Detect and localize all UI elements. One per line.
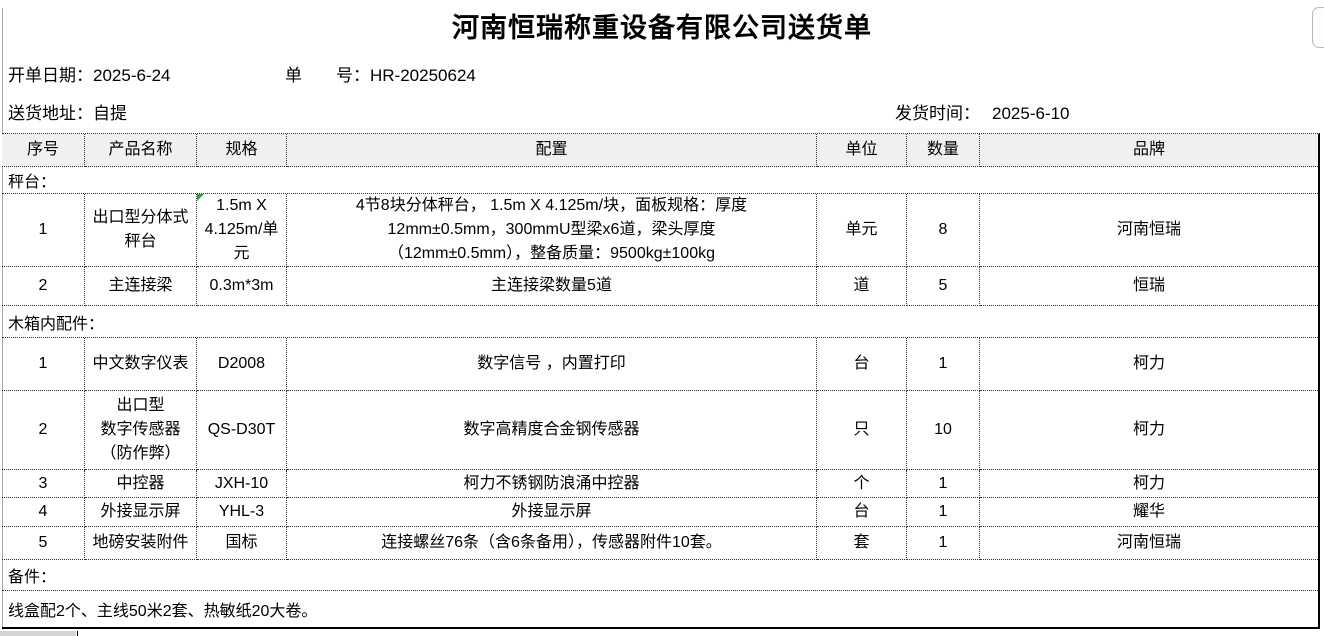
cell-config[interactable]: 柯力不锈钢防浪涌中控器 bbox=[287, 470, 817, 498]
delivery-address-label: 送货地址： bbox=[8, 104, 93, 123]
cell-brand[interactable]: 柯力 bbox=[980, 391, 1318, 470]
ship-time-value: 2025-6-10 bbox=[992, 104, 1070, 123]
table-row: 1 中文数字仪表 D2008 数字信号 ，内置打印 台 1 柯力 bbox=[2, 338, 1318, 391]
cell-no[interactable]: 1 bbox=[2, 194, 85, 267]
cell-no[interactable]: 3 bbox=[2, 470, 85, 498]
order-date-field[interactable]: 开单日期：2025-6-24 bbox=[8, 61, 171, 86]
cell-name[interactable]: 中文数字仪表 bbox=[85, 338, 197, 391]
cell-no[interactable]: 2 bbox=[2, 391, 85, 470]
sheet-left-gridline bbox=[2, 8, 3, 630]
cell-config[interactable]: 4节8块分体秤台， 1.5m X 4.125m/块，面板规格：厚度 12mm±0… bbox=[287, 194, 817, 267]
delivery-info-row: 送货地址：自提 发货时间： 2025-6-10 bbox=[0, 99, 1324, 123]
cutoff-next-row bbox=[0, 631, 1324, 636]
table-row: 5 地磅安装附件 国标 连接螺丝76条（含6条备用），传感器附件10套。 套 1… bbox=[2, 527, 1318, 560]
section-row-platform[interactable]: 秤台： bbox=[2, 167, 1318, 194]
cell-no[interactable]: 2 bbox=[2, 266, 85, 306]
cell-config[interactable]: 数字信号 ，内置打印 bbox=[287, 338, 817, 391]
cell-name[interactable]: 中控器 bbox=[85, 470, 197, 498]
cell-qty[interactable]: 5 bbox=[907, 266, 980, 306]
cell-qty[interactable]: 8 bbox=[907, 194, 980, 267]
cell-no[interactable]: 4 bbox=[2, 498, 85, 527]
cell-spec[interactable]: 0.3m*3m bbox=[197, 266, 287, 306]
cell-config[interactable]: 连接螺丝76条（含6条备用），传感器附件10套。 bbox=[287, 527, 817, 560]
table-row: 2 主连接梁 0.3m*3m 主连接梁数量5道 道 5 恒瑞 bbox=[2, 266, 1318, 306]
cell-name[interactable]: 出口型 数字传感器 （防作弊） bbox=[85, 391, 197, 470]
col-header-brand[interactable]: 品牌 bbox=[980, 134, 1318, 167]
col-header-qty[interactable]: 数量 bbox=[907, 134, 980, 167]
cell-spec[interactable]: QS-D30T bbox=[197, 391, 287, 470]
cell-unit[interactable]: 道 bbox=[817, 266, 907, 306]
cell-unit[interactable]: 套 bbox=[817, 527, 907, 560]
cell-brand[interactable]: 柯力 bbox=[980, 470, 1318, 498]
cutoff-gridline bbox=[77, 631, 78, 636]
col-header-name[interactable]: 产品名称 bbox=[85, 134, 197, 167]
col-header-config[interactable]: 配置 bbox=[287, 134, 817, 167]
table-row: 3 中控器 JXH-10 柯力不锈钢防浪涌中控器 个 1 柯力 bbox=[2, 470, 1318, 498]
cell-spec[interactable]: 国标 bbox=[197, 527, 287, 560]
table-row: 2 出口型 数字传感器 （防作弊） QS-D30T 数字高精度合金钢传感器 只 … bbox=[2, 391, 1318, 470]
table-row: 4 外接显示屏 YHL-3 外接显示屏 台 1 耀华 bbox=[2, 498, 1318, 527]
scrollbar-thumb[interactable] bbox=[1312, 7, 1324, 48]
cell-config[interactable]: 外接显示屏 bbox=[287, 498, 817, 527]
cell-name[interactable]: 出口型分体式秤台 bbox=[85, 194, 197, 267]
table-header-row: 序号 产品名称 规格 配置 单位 数量 品牌 bbox=[2, 134, 1318, 167]
cell-spec[interactable]: 1.5m X 4.125m/单元 bbox=[197, 194, 287, 267]
cell-unit[interactable]: 单元 bbox=[817, 194, 907, 267]
order-info-row: 开单日期：2025-6-24 单 号：HR-20250624 bbox=[0, 61, 1324, 85]
order-no-field[interactable]: 单 号：HR-20250624 bbox=[285, 61, 476, 86]
cell-config[interactable]: 主连接梁数量5道 bbox=[287, 266, 817, 306]
cell-qty[interactable]: 1 bbox=[907, 527, 980, 560]
cell-spec[interactable]: YHL-3 bbox=[197, 498, 287, 527]
cell-spec[interactable]: JXH-10 bbox=[197, 470, 287, 498]
cutoff-gray-cell bbox=[0, 631, 76, 636]
delivery-address-value: 自提 bbox=[93, 104, 127, 123]
col-header-spec[interactable]: 规格 bbox=[197, 134, 287, 167]
cell-brand[interactable]: 河南恒瑞 bbox=[980, 194, 1318, 267]
page-title[interactable]: 河南恒瑞称重设备有限公司送货单 bbox=[452, 13, 872, 43]
delivery-address-field[interactable]: 送货地址：自提 bbox=[8, 99, 127, 124]
cell-brand[interactable]: 河南恒瑞 bbox=[980, 527, 1318, 560]
cell-no[interactable]: 1 bbox=[2, 338, 85, 391]
cell-brand[interactable]: 耀华 bbox=[980, 498, 1318, 527]
order-no-label: 单 号： bbox=[285, 66, 370, 85]
ship-time-label: 发货时间： bbox=[895, 104, 980, 123]
col-header-no[interactable]: 序号 bbox=[2, 134, 85, 167]
cell-unit[interactable]: 台 bbox=[817, 498, 907, 527]
section-row-spares[interactable]: 备件： bbox=[2, 560, 1318, 591]
cell-qty[interactable]: 1 bbox=[907, 498, 980, 527]
delivery-table: 序号 产品名称 规格 配置 单位 数量 品牌 秤台： 1 出口型分体式秤台 1.… bbox=[2, 133, 1320, 629]
spares-note-row[interactable]: 线盒配2个、主线50米2套、热敏纸20大卷。 bbox=[8, 603, 318, 620]
order-date-value: 2025-6-24 bbox=[93, 66, 171, 85]
ship-time-field[interactable]: 发货时间： 2025-6-10 bbox=[895, 99, 1070, 124]
cell-spec[interactable]: D2008 bbox=[197, 338, 287, 391]
cell-name[interactable]: 外接显示屏 bbox=[85, 498, 197, 527]
col-header-unit[interactable]: 单位 bbox=[817, 134, 907, 167]
cell-unit[interactable]: 台 bbox=[817, 338, 907, 391]
cell-name[interactable]: 地磅安装附件 bbox=[85, 527, 197, 560]
cell-name[interactable]: 主连接梁 bbox=[85, 266, 197, 306]
cell-config[interactable]: 数字高精度合金钢传感器 bbox=[287, 391, 817, 470]
cell-spec-text: 1.5m X 4.125m/单元 bbox=[204, 197, 279, 262]
cell-unit[interactable]: 个 bbox=[817, 470, 907, 498]
cell-error-indicator-icon bbox=[197, 194, 204, 201]
cell-brand[interactable]: 柯力 bbox=[980, 338, 1318, 391]
cell-no[interactable]: 5 bbox=[2, 527, 85, 560]
cell-unit[interactable]: 只 bbox=[817, 391, 907, 470]
table-row: 1 出口型分体式秤台 1.5m X 4.125m/单元 4节8块分体秤台， 1.… bbox=[2, 194, 1318, 267]
cell-qty[interactable]: 1 bbox=[907, 338, 980, 391]
cell-brand[interactable]: 恒瑞 bbox=[980, 266, 1318, 306]
cell-qty[interactable]: 1 bbox=[907, 470, 980, 498]
order-date-label: 开单日期： bbox=[8, 66, 93, 85]
cell-qty[interactable]: 10 bbox=[907, 391, 980, 470]
order-no-value: HR-20250624 bbox=[370, 66, 476, 85]
section-row-box-parts[interactable]: 木箱内配件： bbox=[2, 306, 1318, 338]
